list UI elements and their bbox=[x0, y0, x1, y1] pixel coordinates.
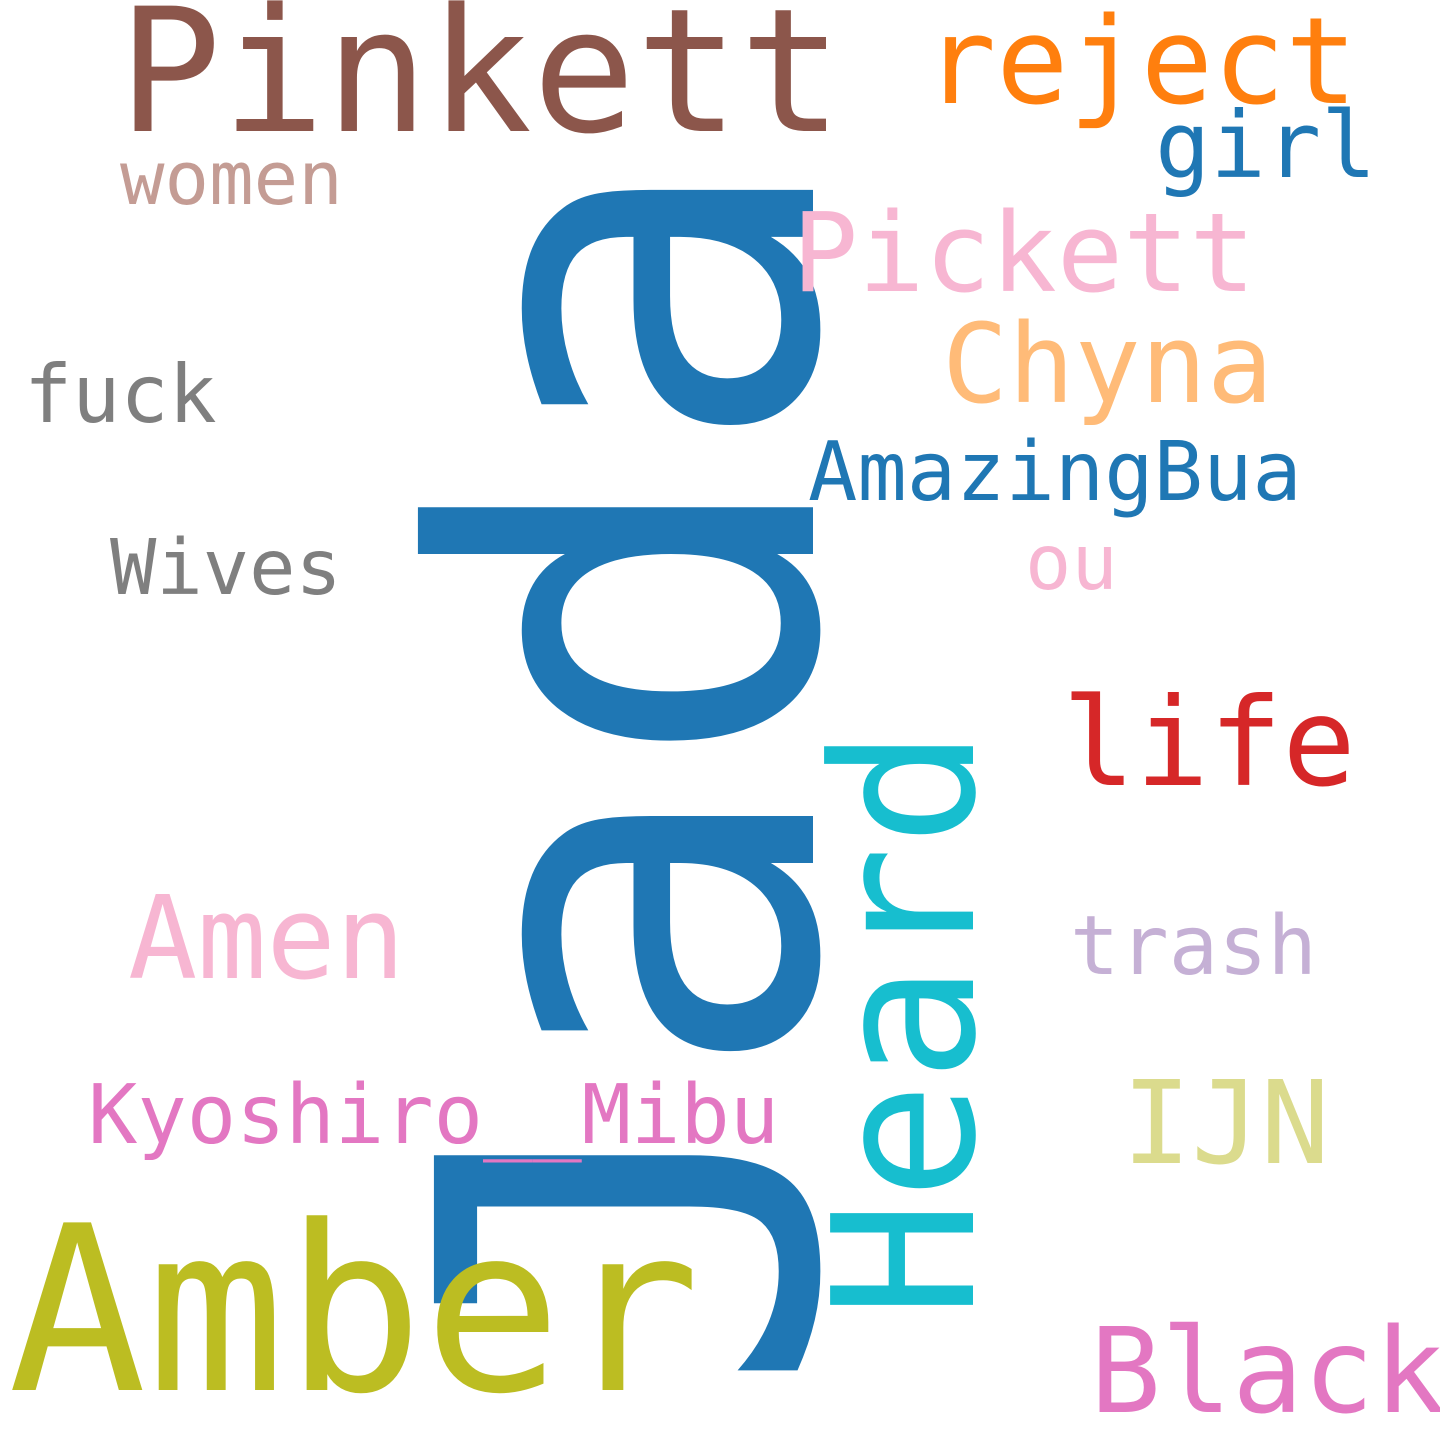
word-black: Black bbox=[1090, 1302, 1440, 1440]
word-pinkett: Pinkett bbox=[118, 0, 843, 172]
word-trash: trash bbox=[1070, 899, 1317, 994]
word-chyna: Chyna bbox=[942, 300, 1274, 428]
word-amazingbua: AmazingBua bbox=[808, 425, 1302, 520]
word-wives: Wives bbox=[110, 524, 342, 613]
word-ijn: IJN bbox=[1122, 1057, 1330, 1191]
word-life: life bbox=[1062, 672, 1356, 814]
word-amber: Amber bbox=[8, 1178, 701, 1440]
word-kyoshiro-mibu: Kyoshiro__Mibu bbox=[88, 1068, 780, 1163]
word-pickett: Pickett bbox=[792, 189, 1256, 317]
word-amen: Amen bbox=[128, 872, 405, 1006]
word-fuck: fuck bbox=[24, 348, 217, 441]
word-heard: Heard bbox=[792, 727, 1020, 1318]
word-ou: ou bbox=[1025, 519, 1118, 608]
word-girl: girl bbox=[1155, 92, 1377, 199]
word-women: women bbox=[120, 136, 343, 222]
word-reject: reject bbox=[924, 0, 1358, 132]
